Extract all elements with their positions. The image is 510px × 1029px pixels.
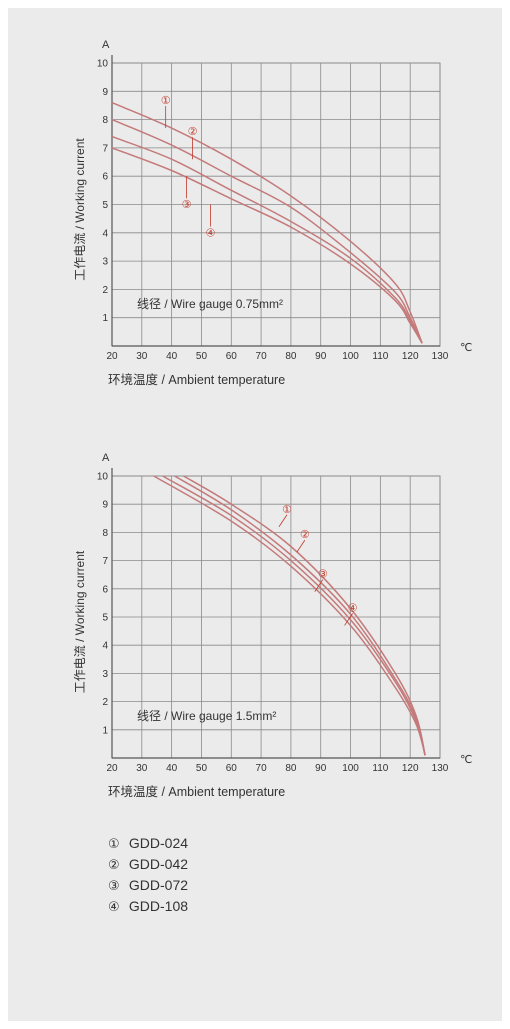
series-marker-label: ④ [205, 228, 215, 240]
x-tick-label: 80 [285, 351, 297, 362]
y-tick-label: 3 [102, 257, 108, 268]
x-tick-label: 120 [402, 763, 419, 774]
series-line [162, 475, 426, 756]
marker-leader [296, 539, 306, 553]
x-tick-label: 30 [136, 351, 148, 362]
series-line [111, 135, 423, 344]
x-tick-label: 110 [372, 351, 388, 362]
x-tick-label: 120 [402, 351, 419, 362]
x-tick-label: 70 [256, 763, 268, 774]
y-tick-label: 6 [102, 584, 108, 595]
legend-label: GDD-072 [128, 877, 189, 893]
legend-marker: ④ [108, 899, 120, 914]
x-tick-label: 40 [166, 763, 178, 774]
chart-panel [8, 8, 502, 1021]
x-tick-label: 130 [432, 351, 449, 362]
x-tick-label: 60 [226, 351, 238, 362]
series-marker-label: ③ [182, 199, 192, 211]
x-tick-label: 40 [166, 351, 178, 362]
x-axis-title: 环境温度 / Ambient temperature [108, 372, 285, 387]
series-line [111, 118, 423, 344]
x-tick-label: 70 [256, 351, 268, 362]
y-tick-label: 1 [102, 313, 108, 324]
legend-label: GDD-042 [128, 856, 189, 872]
x-unit-label: ℃ [460, 754, 472, 766]
series-marker-label: ① [282, 504, 292, 516]
legend-marker: ① [108, 836, 120, 851]
legend-marker: ③ [108, 878, 120, 893]
wire-gauge-annotation: 线径 / Wire gauge 0.75mm² [137, 297, 283, 311]
y-tick-label: 2 [102, 285, 108, 296]
x-tick-label: 100 [342, 351, 359, 362]
y-tick-label: 1 [102, 725, 108, 736]
x-tick-label: 20 [106, 763, 118, 774]
x-tick-label: 50 [196, 763, 208, 774]
series-line [111, 101, 423, 344]
legend-label: GDD-108 [128, 898, 189, 914]
x-tick-label: 90 [315, 763, 327, 774]
x-tick-label: 100 [342, 763, 359, 774]
legend-item: ② GDD-042 [108, 854, 188, 875]
y-unit-label: A [102, 452, 110, 464]
legend-item: ④ GDD-108 [108, 896, 188, 917]
y-tick-label: 8 [102, 528, 108, 539]
marker-leader [344, 613, 353, 626]
y-tick-label: 10 [97, 472, 109, 483]
y-tick-label: 5 [102, 200, 108, 211]
y-tick-label: 7 [102, 143, 108, 154]
y-unit-label: A [102, 39, 110, 51]
y-tick-label: 10 [97, 59, 109, 70]
y-tick-label: 8 [102, 115, 108, 126]
x-tick-label: 110 [372, 763, 388, 774]
series-line [153, 475, 426, 756]
series-marker-label: ② [188, 126, 198, 138]
chart-1: 20 30 40 50 60 70 80 90 100 110 120 130 1 2 3 4 5 6 7 8 9 10 A… [73, 39, 472, 387]
series-line [174, 475, 426, 756]
x-tick-label: 90 [315, 351, 327, 362]
series-marker-label: ④ [348, 602, 358, 614]
y-tick-label: 7 [102, 556, 108, 567]
y-tick-label: 4 [102, 641, 108, 652]
series-marker-label: ② [300, 529, 310, 541]
x-unit-label: ℃ [460, 342, 472, 354]
y-tick-label: 6 [102, 172, 108, 183]
x-tick-label: 80 [285, 763, 297, 774]
y-axis-title: 工作电流 / Working current [73, 138, 87, 281]
y-tick-label: 4 [102, 228, 108, 239]
legend-item: ① GDD-024 [108, 833, 188, 854]
wire-gauge-annotation: 线径 / Wire gauge 1.5mm² [137, 709, 276, 723]
y-tick-label: 9 [102, 87, 108, 98]
x-tick-label: 60 [226, 763, 238, 774]
series-marker-label: ③ [318, 569, 328, 581]
x-tick-label: 20 [106, 351, 118, 362]
y-tick-label: 5 [102, 613, 108, 624]
chart-2: 20 30 40 50 60 70 80 90 100 110 120 130 1 2 3 4 5 6 7 8 9 10 A… [73, 452, 472, 799]
x-tick-label: 130 [432, 763, 449, 774]
legend-item: ③ GDD-072 [108, 875, 188, 896]
y-tick-label: 2 [102, 697, 108, 708]
y-tick-label: 9 [102, 500, 108, 511]
series-line [111, 147, 423, 344]
legend-marker: ② [108, 857, 120, 872]
series-line [183, 475, 426, 756]
marker-leader [278, 514, 288, 527]
x-tick-label: 30 [136, 763, 148, 774]
x-tick-label: 50 [196, 351, 208, 362]
legend: ① GDD-024 ② GDD-042 ③ GDD-072 ④ GDD-108 [108, 833, 188, 917]
y-axis-title: 工作电流 / Working current [73, 550, 87, 693]
series-marker-label: ① [161, 95, 171, 107]
y-tick-label: 3 [102, 669, 108, 680]
marker-leader [314, 579, 324, 592]
legend-label: GDD-024 [128, 835, 189, 851]
x-axis-title: 环境温度 / Ambient temperature [108, 784, 285, 799]
